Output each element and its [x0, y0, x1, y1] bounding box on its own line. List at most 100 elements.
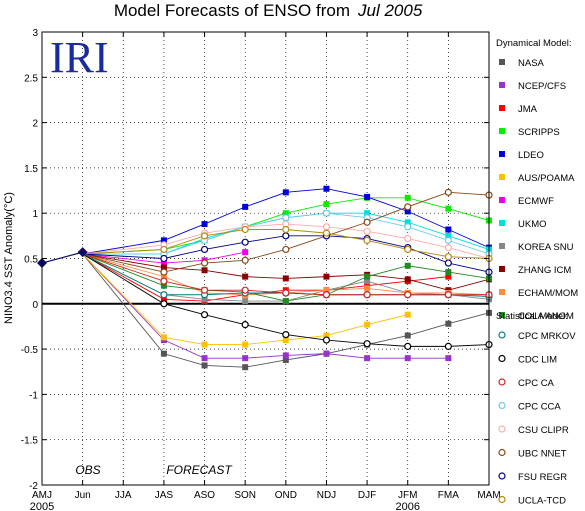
data-point-ubc-nnet: [404, 203, 412, 211]
data-point-ldeo: [242, 203, 249, 210]
series-line-scripps: [82, 197, 490, 255]
data-point-ldeo: [201, 221, 208, 228]
data-point-cdc-lim: [160, 300, 168, 308]
legend-swatch-zhang-icm: [499, 266, 505, 272]
legend-swatch-fsu-regr: [498, 472, 506, 480]
data-point-ucla-tcd: [200, 232, 209, 240]
y-tick-label: -2: [29, 481, 38, 492]
iri-logo: IRI: [50, 33, 109, 82]
series-line-ecmwf: [82, 251, 246, 264]
data-point-nasa: [160, 350, 167, 357]
data-point-fsu-regr: [200, 245, 209, 254]
data-point-ldeo: [364, 193, 371, 200]
data-point-ucla-tcd: [444, 253, 452, 261]
data-point-jma: [160, 296, 167, 303]
data-point-aus-poama: [404, 311, 411, 318]
series-lines: [41, 188, 490, 368]
x-tick-label: JFM: [398, 490, 417, 501]
data-point-ecmwf: [160, 260, 167, 267]
data-point-zhang-icm: [323, 273, 330, 280]
data-point-ubc-nnet: [282, 245, 290, 254]
data-point-cpc-cca: [322, 209, 331, 217]
legend-label-ucla-tcd: UCLA-TCD: [518, 496, 566, 507]
data-point-cpc-ca: [444, 291, 452, 299]
legend-swatch-korea-snu: [499, 243, 505, 249]
data-point-nasa: [404, 332, 411, 339]
x-tick-label: Jun: [75, 490, 91, 501]
legend-swatch-cpc-cca: [498, 401, 506, 410]
data-point-aus-poama: [323, 332, 330, 339]
data-point-cpc-ca: [160, 277, 168, 285]
data-point-ubc-nnet: [444, 188, 452, 196]
legend-dynamical-title: Dynamical Model:: [496, 38, 572, 49]
x-tick-label: OND: [275, 490, 297, 501]
data-point-aus-poama: [160, 334, 167, 341]
data-point-fsu-regr: [160, 254, 168, 263]
legend-swatch-ukmo: [499, 220, 505, 226]
legend-label-jma: JMA: [518, 104, 538, 115]
data-point-zhang-icm: [282, 275, 289, 282]
data-point-cola-anom: [404, 262, 411, 269]
data-point-csu-clipr: [322, 223, 331, 231]
legend-label-scripps: SCRIPPS: [518, 127, 560, 138]
data-point-cpc-ca: [282, 289, 290, 297]
legend-label-cola-anom: COLA ANOM: [518, 311, 574, 322]
y-tick-label: 2.5: [24, 73, 38, 84]
series-line-aus-poama: [82, 253, 408, 346]
data-point-ucla-tcd: [404, 245, 412, 254]
data-point-ldeo: [282, 189, 289, 196]
data-point-ncep-cfs: [201, 355, 208, 362]
legend-swatch-cpc-ca: [498, 378, 506, 386]
legend-label-cpc-mrkov: CPC MRKOV: [518, 331, 576, 342]
y-tick-label: -1: [29, 390, 38, 401]
series-line-korea-snu: [82, 253, 490, 302]
legend-swatch-csu-clipr: [498, 425, 506, 433]
data-point-cola-anom: [364, 273, 371, 280]
data-point-korea-snu: [364, 278, 371, 285]
series-line-cdc-lim: [82, 253, 490, 347]
data-point-cpc-ca: [241, 286, 249, 294]
data-point-korea-snu: [242, 298, 249, 305]
obs-annotation: OBS: [75, 463, 100, 477]
data-point-korea-snu: [201, 296, 208, 303]
x-tick-label: MAM: [477, 490, 500, 501]
observed-line: [41, 251, 83, 264]
data-point-ubc-nnet: [363, 218, 371, 226]
x-tick-label: JJA: [115, 490, 132, 501]
series-line-ubc-nnet: [82, 191, 490, 273]
series-line-zhang-icm: [82, 253, 490, 291]
data-point-ldeo: [323, 185, 330, 192]
data-point-echam-mom: [323, 287, 330, 294]
data-point-nasa: [201, 362, 208, 369]
data-point-scripps: [323, 201, 330, 208]
legend-swatch-cdc-lim: [498, 354, 506, 363]
data-point-cpc-mrkov: [160, 291, 168, 299]
data-point-ldeo: [404, 208, 411, 215]
series-line-nasa: [82, 253, 490, 368]
data-point-zhang-icm: [201, 267, 208, 274]
y-tick-label: -1.5: [21, 436, 39, 447]
x-tick-label: NDJ: [317, 490, 336, 501]
data-point-aus-poama: [201, 341, 208, 348]
series-line-cola-anom: [82, 253, 490, 302]
data-point-cdc-lim: [282, 331, 290, 339]
data-point-aus-poama: [364, 321, 371, 328]
data-point-scripps: [445, 205, 452, 212]
legend-swatch-nasa: [499, 59, 505, 65]
legend-label-ecmwf: ECMWF: [518, 196, 554, 207]
series-line-cpc-ca: [82, 253, 489, 296]
data-point-ncep-cfs: [323, 350, 330, 357]
legend-statistical-title: Statistical Model:: [496, 311, 568, 322]
x-tick-label: SON: [234, 490, 256, 501]
data-point-fsu-regr: [444, 259, 452, 267]
legend-swatch-ecmwf: [499, 197, 505, 203]
y-axis-label: NINO3.4 SST Anomaly(°C): [3, 192, 15, 324]
legend-label-cdc-lim: CDC LIM: [518, 355, 557, 366]
data-point-ncep-cfs: [364, 355, 371, 362]
x-tick-label: FMA: [438, 490, 459, 501]
legend-swatch-aus-poama: [499, 174, 505, 180]
data-point-cola-anom: [160, 282, 167, 289]
data-point-ubc-nnet: [200, 259, 209, 267]
data-point-fsu-regr: [241, 238, 249, 246]
x-tick-label: JAS: [155, 490, 174, 501]
